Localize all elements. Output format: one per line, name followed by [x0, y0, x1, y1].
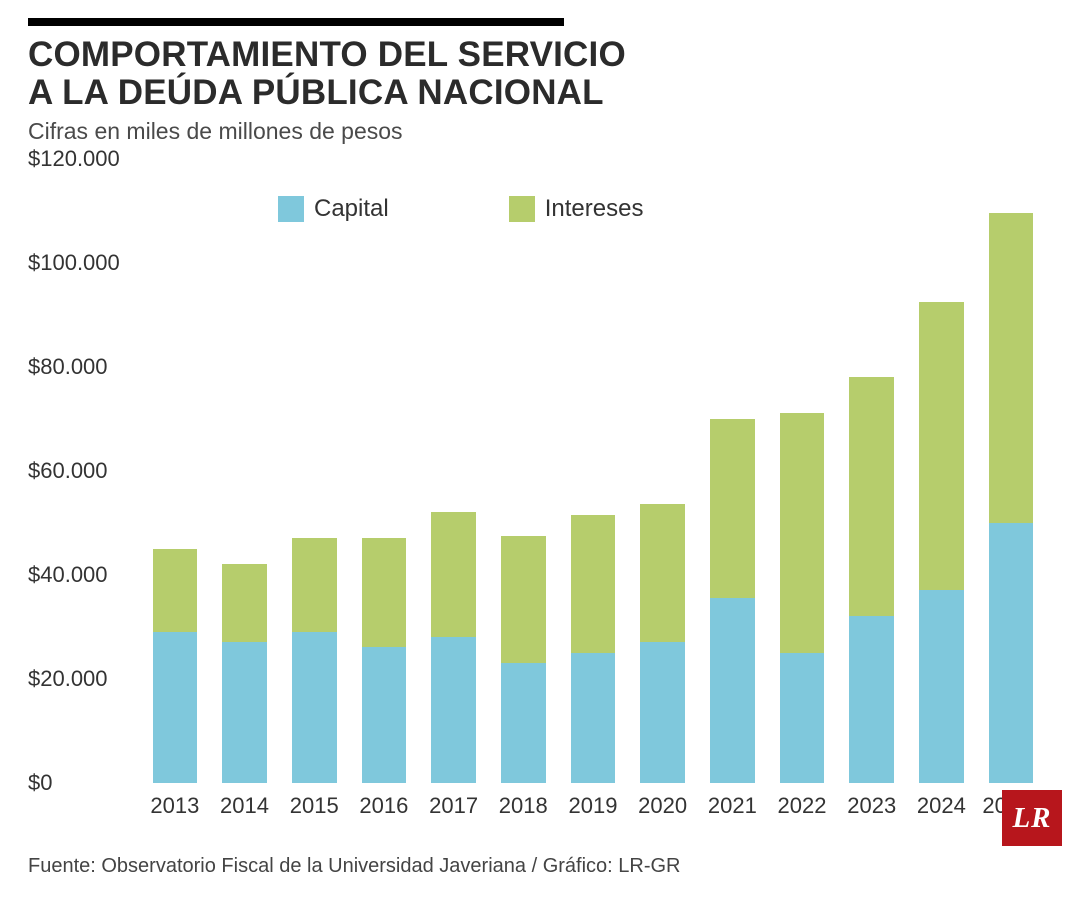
chart-area: $0$20.000$40.000$60.000$80.000$100.000$1…	[28, 159, 1052, 819]
stacked-bar	[989, 213, 1034, 782]
bar-column	[767, 159, 837, 783]
bar-segment	[362, 647, 407, 782]
bar-segment	[153, 549, 198, 632]
bar-segment	[292, 538, 337, 632]
legend: Capital Intereses	[278, 195, 992, 223]
x-tick-label: 2020	[628, 785, 698, 819]
top-rule	[28, 18, 564, 26]
bar-segment	[222, 642, 267, 782]
bar-column	[698, 159, 768, 783]
x-tick-label: 2019	[558, 785, 628, 819]
stacked-bar	[571, 515, 616, 783]
y-tick-label: $80.000	[28, 354, 108, 380]
stacked-bar	[431, 512, 476, 782]
y-axis: $0$20.000$40.000$60.000$80.000$100.000$1…	[28, 159, 138, 783]
plot-area	[140, 159, 1046, 783]
bar-segment	[849, 377, 894, 616]
y-tick-label: $60.000	[28, 458, 108, 484]
bar-segment	[501, 536, 546, 663]
bar-segment	[501, 663, 546, 783]
legend-swatch	[278, 196, 304, 222]
x-axis: 2013201420152016201720182019202020212022…	[140, 785, 1046, 819]
bar-segment	[989, 523, 1034, 783]
bar-column	[488, 159, 558, 783]
x-tick-label: 2024	[907, 785, 977, 819]
x-tick-label: 2016	[349, 785, 419, 819]
stacked-bar	[153, 549, 198, 783]
bar-segment	[710, 598, 755, 783]
bar-segment	[571, 515, 616, 653]
stacked-bar	[919, 302, 964, 783]
bar-column	[140, 159, 210, 783]
bar-segment	[153, 632, 198, 783]
stacked-bar	[222, 564, 267, 782]
bar-column	[419, 159, 489, 783]
stacked-bar	[780, 413, 825, 782]
bar-segment	[919, 302, 964, 591]
stacked-bar	[501, 536, 546, 783]
bar-segment	[431, 512, 476, 637]
x-tick-label: 2015	[279, 785, 349, 819]
bar-segment	[571, 653, 616, 783]
title-line-1: COMPORTAMIENTO DEL SERVICIO	[28, 35, 626, 74]
x-tick-label: 2022	[767, 785, 837, 819]
bar-segment	[989, 213, 1034, 522]
bar-column	[279, 159, 349, 783]
stacked-bar	[362, 538, 407, 782]
bar-column	[907, 159, 977, 783]
x-tick-label: 2014	[210, 785, 280, 819]
bar-segment	[710, 419, 755, 598]
legend-item: Capital	[278, 195, 389, 223]
bar-segment	[849, 616, 894, 782]
y-tick-label: $0	[28, 770, 52, 796]
x-tick-label: 2018	[488, 785, 558, 819]
bar-column	[976, 159, 1046, 783]
bar-segment	[919, 590, 964, 782]
bar-segment	[640, 642, 685, 782]
stacked-bar	[292, 538, 337, 782]
y-tick-label: $120.000	[28, 146, 120, 172]
bar-segment	[292, 632, 337, 783]
legend-item: Intereses	[509, 195, 644, 223]
legend-label: Capital	[314, 195, 389, 223]
bar-segment	[780, 653, 825, 783]
bar-segment	[431, 637, 476, 783]
chart-subtitle: Cifras en miles de millones de pesos	[28, 118, 1052, 145]
x-tick-label: 2013	[140, 785, 210, 819]
chart-title: COMPORTAMIENTO DEL SERVICIO A LA DEÚDA P…	[28, 36, 1052, 112]
legend-label: Intereses	[545, 195, 644, 223]
bar-column	[210, 159, 280, 783]
x-tick-label: 2021	[698, 785, 768, 819]
x-tick-label: 2017	[419, 785, 489, 819]
x-tick-label: 2023	[837, 785, 907, 819]
bar-column	[837, 159, 907, 783]
stacked-bar	[849, 377, 894, 783]
stacked-bar	[710, 419, 755, 783]
y-tick-label: $40.000	[28, 562, 108, 588]
y-tick-label: $100.000	[28, 250, 120, 276]
bar-column	[558, 159, 628, 783]
legend-swatch	[509, 196, 535, 222]
publisher-logo-text: LR	[1012, 802, 1051, 835]
bar-segment	[780, 413, 825, 652]
y-tick-label: $20.000	[28, 666, 108, 692]
bar-segment	[222, 564, 267, 642]
bar-segment	[640, 504, 685, 642]
stacked-bar	[640, 504, 685, 782]
bar-column	[628, 159, 698, 783]
bar-column	[349, 159, 419, 783]
title-line-2: A LA DEÚDA PÚBLICA NACIONAL	[28, 73, 604, 112]
source-line: Fuente: Observatorio Fiscal de la Univer…	[28, 855, 681, 878]
bar-segment	[362, 538, 407, 647]
publisher-logo: LR	[1002, 790, 1062, 846]
